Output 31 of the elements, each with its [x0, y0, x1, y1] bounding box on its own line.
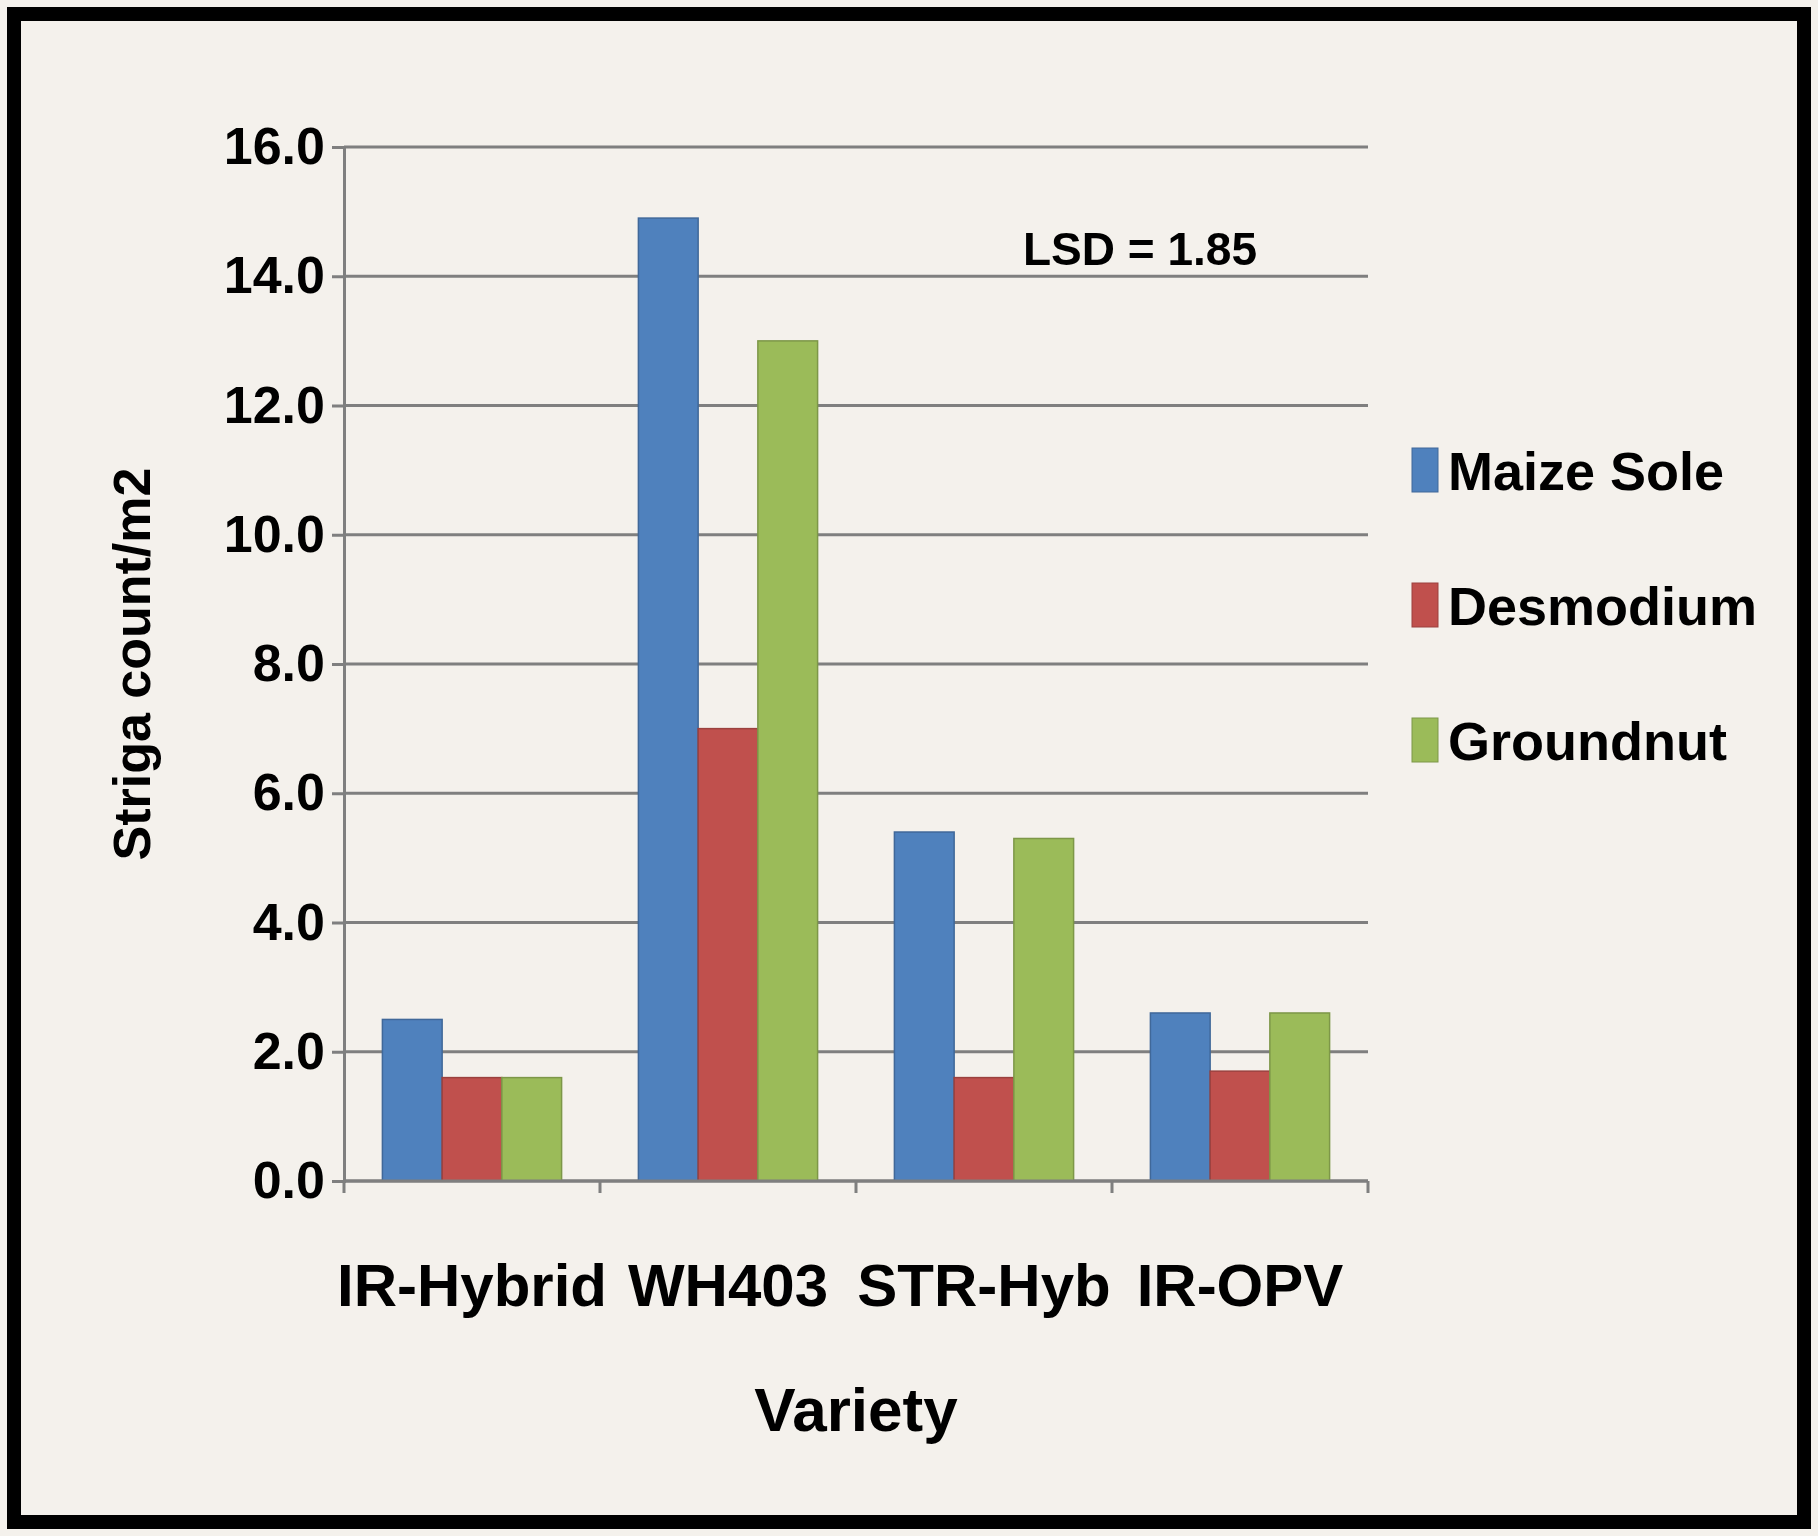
x-tick-label: STR-Hyb	[857, 1252, 1111, 1319]
annotation: LSD = 1.85	[1023, 223, 1257, 275]
x-tick-label: IR-OPV	[1136, 1252, 1344, 1319]
y-tick-label: 4.0	[252, 892, 325, 951]
bar	[1209, 1070, 1271, 1182]
x-tick-label: IR-Hybrid	[337, 1252, 607, 1319]
y-tick-label: 14.0	[223, 246, 325, 305]
bar	[1269, 1012, 1331, 1182]
legend-label: Groundnut	[1448, 711, 1727, 771]
y-tick-label: 10.0	[223, 504, 325, 563]
bar	[1149, 1012, 1211, 1182]
y-tick-label: 2.0	[252, 1021, 325, 1080]
bar	[757, 340, 819, 1182]
y-tick-label: 8.0	[252, 634, 325, 693]
bar	[381, 1018, 443, 1182]
x-axis-title: Variety	[754, 1375, 959, 1444]
y-tick-label: 16.0	[223, 117, 325, 176]
bar	[953, 1076, 1015, 1182]
legend-label: Desmodium	[1448, 576, 1758, 636]
y-tick-label: 12.0	[223, 375, 325, 434]
y-axis-title: Striga count/m2	[103, 467, 161, 861]
y-tick-label: 0.0	[252, 1151, 325, 1210]
x-tick-label: WH403	[627, 1252, 829, 1319]
bar	[637, 217, 699, 1182]
bar	[441, 1076, 503, 1182]
bar	[1013, 837, 1075, 1182]
bar	[501, 1076, 563, 1182]
bar	[893, 831, 955, 1182]
y-tick-label: 6.0	[252, 763, 325, 822]
legend-label: Maize Sole	[1448, 441, 1725, 501]
bar	[697, 727, 759, 1182]
